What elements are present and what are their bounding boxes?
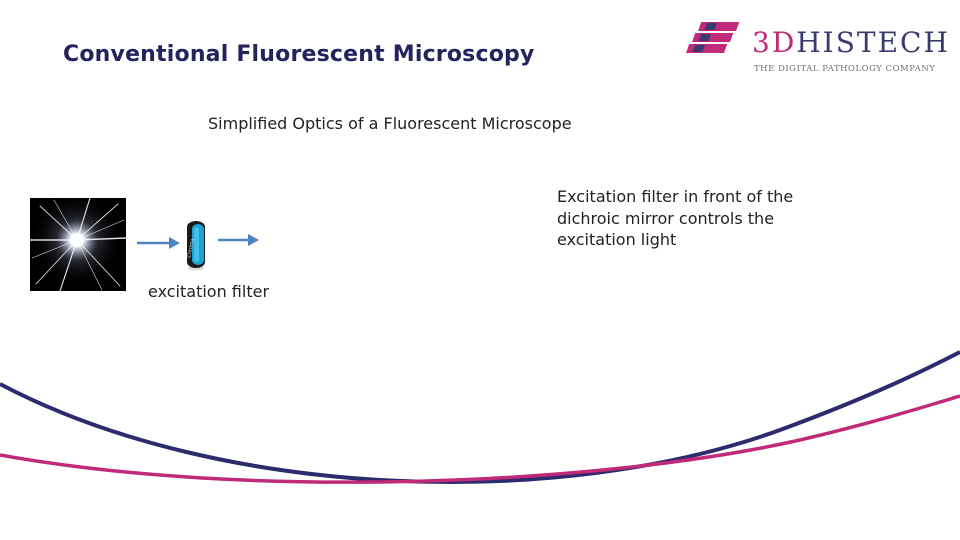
light-burst-icon [30,198,126,291]
arrow-right-icon [137,237,180,249]
slide-title: Conventional Fluorescent Microscopy [63,42,535,67]
svg-text:Chroma: Chroma [187,238,196,258]
arrow-right-icon [218,234,259,246]
company-logo: 3DHISTECH THE DIGITAL PATHOLOGY COMPANY [686,20,948,76]
description-line: excitation light [557,230,677,249]
logo-brand-suffix: HISTECH [796,26,950,59]
description-line: dichroic mirror controls the [557,208,775,228]
slide-subtitle: Simplified Optics of a Fluorescent Micro… [208,114,572,133]
optical-filter-icon: Chroma [187,221,205,271]
filter-caption: excitation filter [148,282,270,301]
light-source-image [30,198,126,291]
description-line: Excitation filter in front of the [557,187,794,206]
slide-stack-icon [686,22,740,53]
logo-wordmark: 3DHISTECH [752,26,950,59]
description-text: Excitation filter in front of the dichro… [557,186,857,251]
logo-brand-prefix: 3D [752,26,797,59]
logo-tagline: THE DIGITAL PATHOLOGY COMPANY [754,63,936,73]
